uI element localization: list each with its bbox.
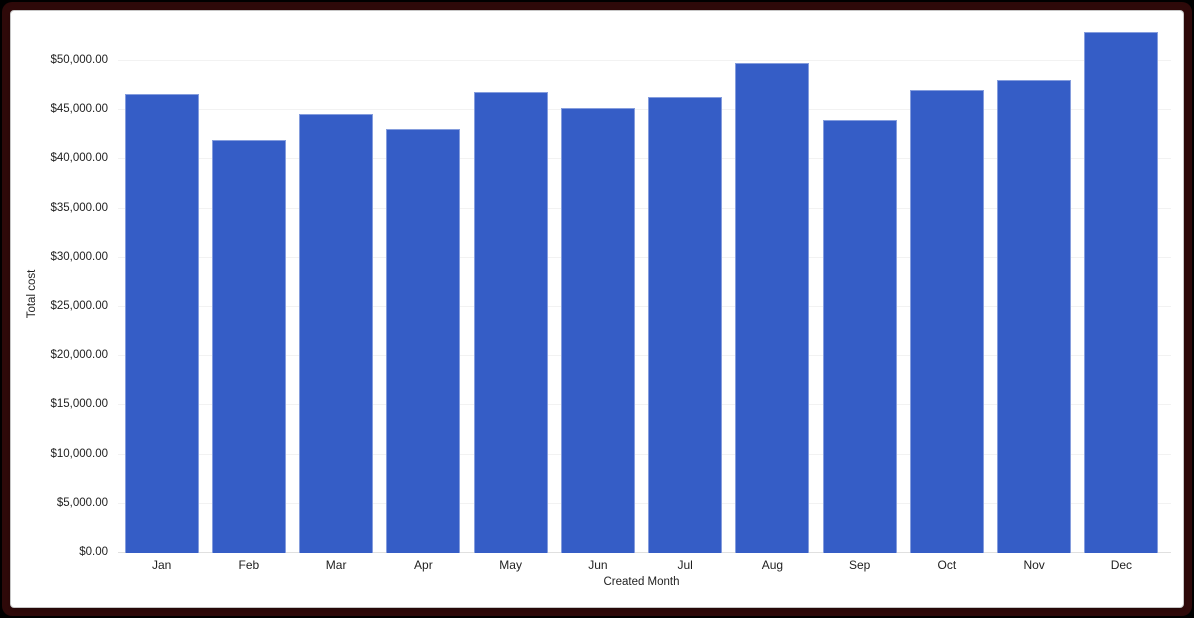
x-tick-label: Jul	[677, 558, 693, 572]
gridline	[118, 502, 1171, 504]
bar-nov[interactable]	[997, 80, 1072, 553]
y-tick-label: $35,000.00	[50, 201, 108, 214]
gridline	[118, 453, 1171, 455]
bars-layer	[118, 30, 1165, 553]
y-tick-label: $30,000.00	[50, 250, 108, 263]
gridline	[118, 60, 1171, 61]
gridline	[118, 158, 1171, 160]
x-tick-label: Oct	[937, 558, 957, 572]
y-tick-label: $10,000.00	[50, 447, 108, 460]
x-tick-label: Sep	[848, 558, 871, 572]
x-tick-label: Feb	[238, 558, 260, 572]
y-tick-label: $40,000.00	[50, 152, 108, 165]
bar-jun[interactable]	[560, 107, 635, 553]
bar-may[interactable]	[473, 91, 548, 553]
gridline	[118, 109, 1171, 111]
y-tick-label: $15,000.00	[50, 398, 108, 411]
x-tick-label: Aug	[761, 558, 784, 572]
y-tick-label: $50,000.00	[50, 54, 108, 66]
y-tick-label: $25,000.00	[50, 300, 108, 312]
y-tick-label: $20,000.00	[50, 349, 108, 362]
x-tick-label: Jun	[588, 558, 608, 572]
bar-feb[interactable]	[211, 139, 286, 553]
plot-area	[118, 30, 1171, 553]
x-tick-label: Mar	[325, 558, 347, 572]
x-tick-label: May	[499, 558, 522, 572]
bar-sep[interactable]	[822, 119, 897, 553]
x-tick-label: Jan	[151, 558, 172, 572]
gridline	[118, 552, 1171, 553]
y-tick-label: $0.00	[79, 546, 108, 558]
bar-oct[interactable]	[909, 90, 984, 553]
bar-jul[interactable]	[648, 97, 723, 553]
bar-mar[interactable]	[299, 114, 374, 553]
bar-aug[interactable]	[735, 63, 810, 553]
gridline	[118, 207, 1171, 209]
x-axis-title: Created Month	[603, 576, 680, 588]
gridline	[118, 256, 1171, 258]
chart-card: Total cost $0.00 $5,000.00 $10,000.00 $15,0…	[11, 11, 1183, 607]
x-tick-label: Dec	[1110, 558, 1133, 572]
bar-dec[interactable]	[1084, 32, 1159, 553]
x-tick-label: Apr	[414, 558, 433, 572]
gridline	[118, 355, 1171, 357]
y-tick-label: $5,000.00	[56, 496, 108, 509]
x-tick-label: Nov	[1023, 558, 1045, 572]
y-tick-label: $45,000.00	[50, 103, 108, 116]
bar-apr[interactable]	[386, 128, 461, 553]
gridline	[118, 404, 1171, 406]
bar-jan[interactable]	[124, 94, 199, 553]
gridline	[118, 306, 1171, 307]
